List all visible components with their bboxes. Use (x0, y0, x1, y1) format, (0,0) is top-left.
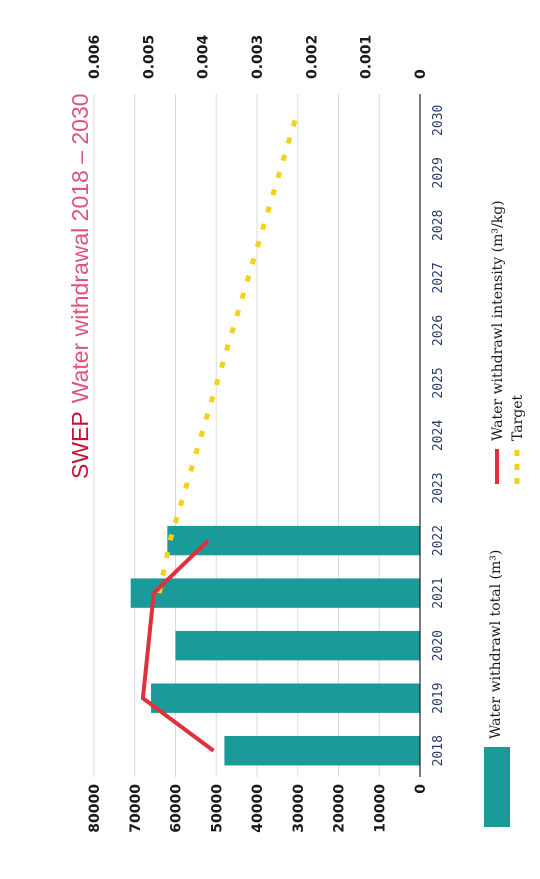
legend: Water withdrawl total (m³) Water withdra… (484, 200, 526, 827)
x-axis-tick: 2024 (431, 420, 446, 451)
right-axis-tick: 0.005 (141, 35, 157, 79)
x-axis-tick: 2027 (431, 262, 446, 293)
bar (131, 578, 420, 607)
right-axis-tick-labels: 0 0.001 0.002 0.003 0.004 0.005 0.006 (87, 34, 429, 79)
left-axis-tick: 0 (413, 784, 429, 794)
x-axis-tick: 2020 (431, 630, 446, 661)
x-axis-tick: 2022 (431, 525, 446, 556)
left-axis-tick: 60000 (169, 784, 185, 833)
left-axis-tick: 50000 (209, 784, 225, 833)
right-axis-tick: 0.006 (87, 35, 103, 79)
left-axis-tick: 70000 (128, 784, 144, 833)
x-axis-tick: 2021 (431, 577, 446, 608)
gridlines (94, 94, 379, 777)
bar (224, 736, 420, 765)
chart-title: SWEP Water withdrawal 2018 – 2030 (67, 93, 93, 479)
title-prefix: SWEP (67, 411, 93, 479)
x-axis-tick: 2018 (431, 735, 446, 766)
target-line (159, 120, 295, 593)
right-axis-tick: 0.004 (196, 34, 212, 79)
x-axis-tick: 2019 (431, 683, 446, 714)
bar (176, 631, 421, 660)
x-axis-tick: 2026 (431, 315, 446, 346)
left-axis-tick: 10000 (372, 784, 388, 833)
left-axis-tick: 30000 (291, 784, 307, 833)
x-axis-tick-labels: 2018 2019 2020 2021 2022 2023 2024 2025 2026 2027… (431, 105, 446, 767)
right-axis-tick: 0.001 (359, 35, 375, 79)
right-axis-tick: 0.002 (304, 35, 320, 79)
x-axis-tick: 2025 (431, 367, 446, 398)
left-axis-tick: 80000 (87, 784, 103, 833)
legend-label-intensity: Water withdrawl intensity (m³/kg) (490, 200, 506, 441)
bar-series (131, 526, 420, 766)
x-axis-tick: 2029 (431, 157, 446, 188)
legend-label-bars: Water withdrawl total (m³) (488, 550, 504, 739)
left-axis-tick: 40000 (250, 784, 266, 833)
title-rest: Water withdrawal 2018 – 2030 (67, 93, 93, 403)
right-axis-tick: 0 (413, 69, 429, 79)
right-axis-tick: 0.003 (250, 35, 266, 79)
x-axis-tick: 2030 (431, 105, 446, 136)
legend-swatch-bars (484, 747, 510, 827)
chart-rotated-group: 0 10000 20000 30000 40000 50000 60000 70000 8000… (67, 34, 526, 832)
left-axis-tick-labels: 0 10000 20000 30000 40000 50000 60000 70000 8000… (87, 784, 429, 833)
bar (151, 683, 420, 712)
left-axis-tick: 20000 (332, 784, 348, 833)
x-axis-tick: 2028 (431, 210, 446, 241)
legend-label-target: Target (510, 394, 526, 441)
x-axis-tick: 2023 (431, 472, 446, 503)
